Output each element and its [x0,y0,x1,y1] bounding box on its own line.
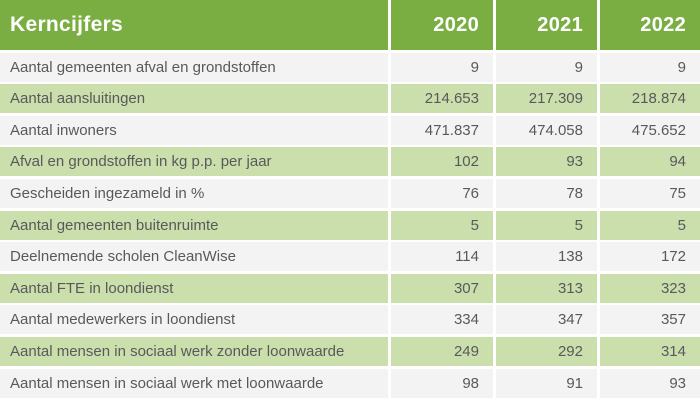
row-value-2021: 292 [496,336,597,366]
row-value-2022: 172 [600,242,700,272]
row-value-2020: 471.837 [391,115,493,145]
row-value-2022: 9 [600,52,700,82]
row-label: Aantal aansluitingen [0,84,388,114]
row-value-2020: 214.653 [391,84,493,114]
row-label: Afval en grondstoffen in kg p.p. per jaa… [0,147,388,177]
row-label: Aantal mensen in sociaal werk zonder loo… [0,336,388,366]
row-value-2021: 78 [496,178,597,208]
row-label: Deelnemende scholen CleanWise [0,242,388,272]
table-header-row: Kerncijfers 2020 2021 2022 [0,0,700,50]
table-row: Aantal gemeenten afval en grondstoffen 9… [0,52,700,82]
row-value-2022: 357 [600,305,700,335]
row-value-2021: 474.058 [496,115,597,145]
row-label: Gescheiden ingezameld in % [0,178,388,208]
table-row: Aantal FTE in loondienst 307 313 323 [0,273,700,303]
row-label: Aantal FTE in loondienst [0,273,388,303]
row-value-2022: 218.874 [600,84,700,114]
row-value-2020: 5 [391,210,493,240]
row-value-2021: 138 [496,242,597,272]
row-value-2022: 323 [600,273,700,303]
row-value-2021: 93 [496,147,597,177]
row-label: Aantal mensen in sociaal werk met loonwa… [0,368,388,398]
table-row: Aantal aansluitingen 214.653 217.309 218… [0,84,700,114]
row-value-2022: 75 [600,178,700,208]
table-row: Aantal mensen in sociaal werk met loonwa… [0,368,700,398]
row-value-2021: 91 [496,368,597,398]
row-value-2021: 5 [496,210,597,240]
row-value-2022: 314 [600,336,700,366]
year-column-header-2022: 2022 [600,0,700,50]
year-column-header-2020: 2020 [391,0,493,50]
row-value-2020: 307 [391,273,493,303]
table-row: Aantal inwoners 471.837 474.058 475.652 [0,115,700,145]
row-label: Aantal medewerkers in loondienst [0,305,388,335]
row-value-2021: 313 [496,273,597,303]
row-value-2020: 9 [391,52,493,82]
year-column-header-2021: 2021 [496,0,597,50]
row-label: Aantal inwoners [0,115,388,145]
row-value-2020: 334 [391,305,493,335]
row-value-2020: 98 [391,368,493,398]
row-value-2022: 475.652 [600,115,700,145]
row-value-2021: 9 [496,52,597,82]
row-label: Aantal gemeenten buitenruimte [0,210,388,240]
row-value-2020: 249 [391,336,493,366]
table-row: Afval en grondstoffen in kg p.p. per jaa… [0,147,700,177]
row-value-2020: 114 [391,242,493,272]
row-value-2022: 93 [600,368,700,398]
row-value-2020: 102 [391,147,493,177]
table-row: Gescheiden ingezameld in % 76 78 75 [0,178,700,208]
row-value-2021: 347 [496,305,597,335]
row-value-2022: 5 [600,210,700,240]
table-title: Kerncijfers [0,0,388,50]
table-row: Deelnemende scholen CleanWise 114 138 17… [0,242,700,272]
row-value-2022: 94 [600,147,700,177]
table-row: Aantal mensen in sociaal werk zonder loo… [0,336,700,366]
table-row: Aantal medewerkers in loondienst 334 347… [0,305,700,335]
row-label: Aantal gemeenten afval en grondstoffen [0,52,388,82]
row-value-2020: 76 [391,178,493,208]
table-row: Aantal gemeenten buitenruimte 5 5 5 [0,210,700,240]
row-value-2021: 217.309 [496,84,597,114]
